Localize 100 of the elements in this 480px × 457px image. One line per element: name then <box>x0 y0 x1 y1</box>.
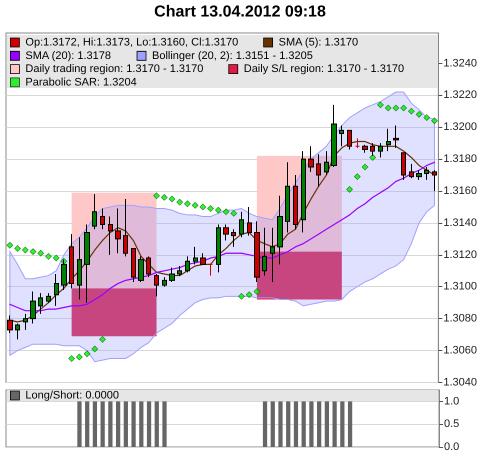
legend-label: SMA (20): 1.3178 <box>25 50 112 62</box>
point <box>431 117 438 124</box>
candlestick <box>293 174 298 230</box>
point <box>362 164 368 170</box>
candlestick <box>393 125 399 148</box>
point <box>238 293 245 300</box>
candlestick <box>208 264 213 276</box>
y-tick-label: 1.3120 <box>443 248 478 261</box>
point <box>254 288 260 295</box>
point <box>184 200 191 208</box>
point <box>354 173 361 180</box>
y-tick-label: 0.5 <box>444 418 460 430</box>
candlestick <box>223 224 229 241</box>
candlestick <box>30 291 36 324</box>
candlestick <box>362 144 368 154</box>
legend-label: Daily trading region: 1.3170 - 1.3170 <box>25 63 204 76</box>
candlestick <box>416 170 422 180</box>
point <box>99 336 106 343</box>
point <box>369 154 376 161</box>
candlestick <box>277 195 283 265</box>
candlestick <box>401 152 406 180</box>
point <box>52 254 60 262</box>
y-tick-label: 1.3200 <box>443 121 478 134</box>
point <box>230 210 238 217</box>
y-tick-label: 1.3060 <box>443 344 478 357</box>
candlestick <box>69 234 74 289</box>
y-tick-label: 1.3040 <box>443 376 478 388</box>
candlestick <box>7 314 13 334</box>
candlestick <box>77 236 82 300</box>
point <box>76 354 83 360</box>
point <box>207 205 214 212</box>
point <box>384 104 392 112</box>
candlestick <box>123 198 128 257</box>
point <box>423 114 430 121</box>
legend-label: Long/Short: 0.0000 <box>25 390 119 402</box>
candlestick <box>424 166 429 180</box>
y-tick-label: 1.0 <box>444 395 460 408</box>
candlestick <box>239 211 244 238</box>
candlestick <box>409 163 414 179</box>
point <box>14 245 21 252</box>
y-tick-label: 1.3220 <box>443 89 478 102</box>
point <box>153 192 160 200</box>
candlestick <box>138 256 144 282</box>
line-series <box>9 162 436 312</box>
y-tick-label: 0.0 <box>444 441 460 453</box>
point <box>200 204 206 210</box>
candlestick <box>270 227 275 282</box>
point <box>22 246 29 254</box>
point <box>84 350 90 358</box>
point <box>91 346 98 352</box>
candlestick <box>38 292 43 314</box>
candlestick <box>216 224 221 273</box>
point <box>37 250 44 257</box>
candlestick <box>46 292 51 304</box>
legend-label: Op:1.3172, Hi:1.3173, Lo:1.3160, Cl:1.3170 <box>25 36 238 48</box>
candlestick <box>378 142 383 158</box>
candlestick <box>432 170 437 192</box>
candlestick <box>193 246 198 265</box>
candlestick <box>131 248 136 282</box>
point <box>246 291 252 298</box>
point <box>408 108 415 114</box>
legend-label: Daily S/L region: 1.3170 - 1.3170 <box>244 63 404 76</box>
y-tick-label: 1.3080 <box>443 312 478 325</box>
y-tick-label: 1.3100 <box>443 280 478 293</box>
candlestick <box>254 220 260 282</box>
y-tick-label: 1.3160 <box>443 184 478 197</box>
candlestick <box>324 150 329 176</box>
candlestick <box>386 128 391 152</box>
point <box>222 208 230 216</box>
point <box>416 111 422 118</box>
candlestick <box>339 125 344 147</box>
candlestick <box>54 273 59 306</box>
legend-label: SMA (5): 1.3170 <box>278 36 358 48</box>
candlestick <box>115 208 121 254</box>
candlestick <box>15 322 20 340</box>
point <box>377 102 384 108</box>
candlestick <box>162 276 167 288</box>
candlestick <box>108 216 113 256</box>
chart-title: Chart 13.04.2012 09:18 <box>154 4 326 20</box>
candlestick <box>61 259 67 290</box>
candlestick <box>200 252 206 265</box>
point <box>192 202 198 209</box>
point <box>400 104 407 112</box>
point <box>176 198 184 206</box>
candlestick <box>146 256 151 278</box>
candlestick <box>169 267 175 282</box>
candlestick <box>355 138 360 148</box>
point <box>168 196 176 202</box>
y-tick-label: 1.3140 <box>443 216 478 229</box>
point <box>215 206 222 214</box>
candlestick <box>23 313 28 330</box>
point <box>392 104 400 112</box>
candlestick <box>185 256 190 273</box>
candlestick <box>231 228 236 248</box>
candlestick <box>316 154 321 187</box>
point <box>160 194 168 201</box>
point <box>45 253 52 260</box>
legend-label: Parabolic SAR: 1.3204 <box>25 76 137 88</box>
candlestick <box>308 146 314 172</box>
candlestick <box>84 224 90 304</box>
